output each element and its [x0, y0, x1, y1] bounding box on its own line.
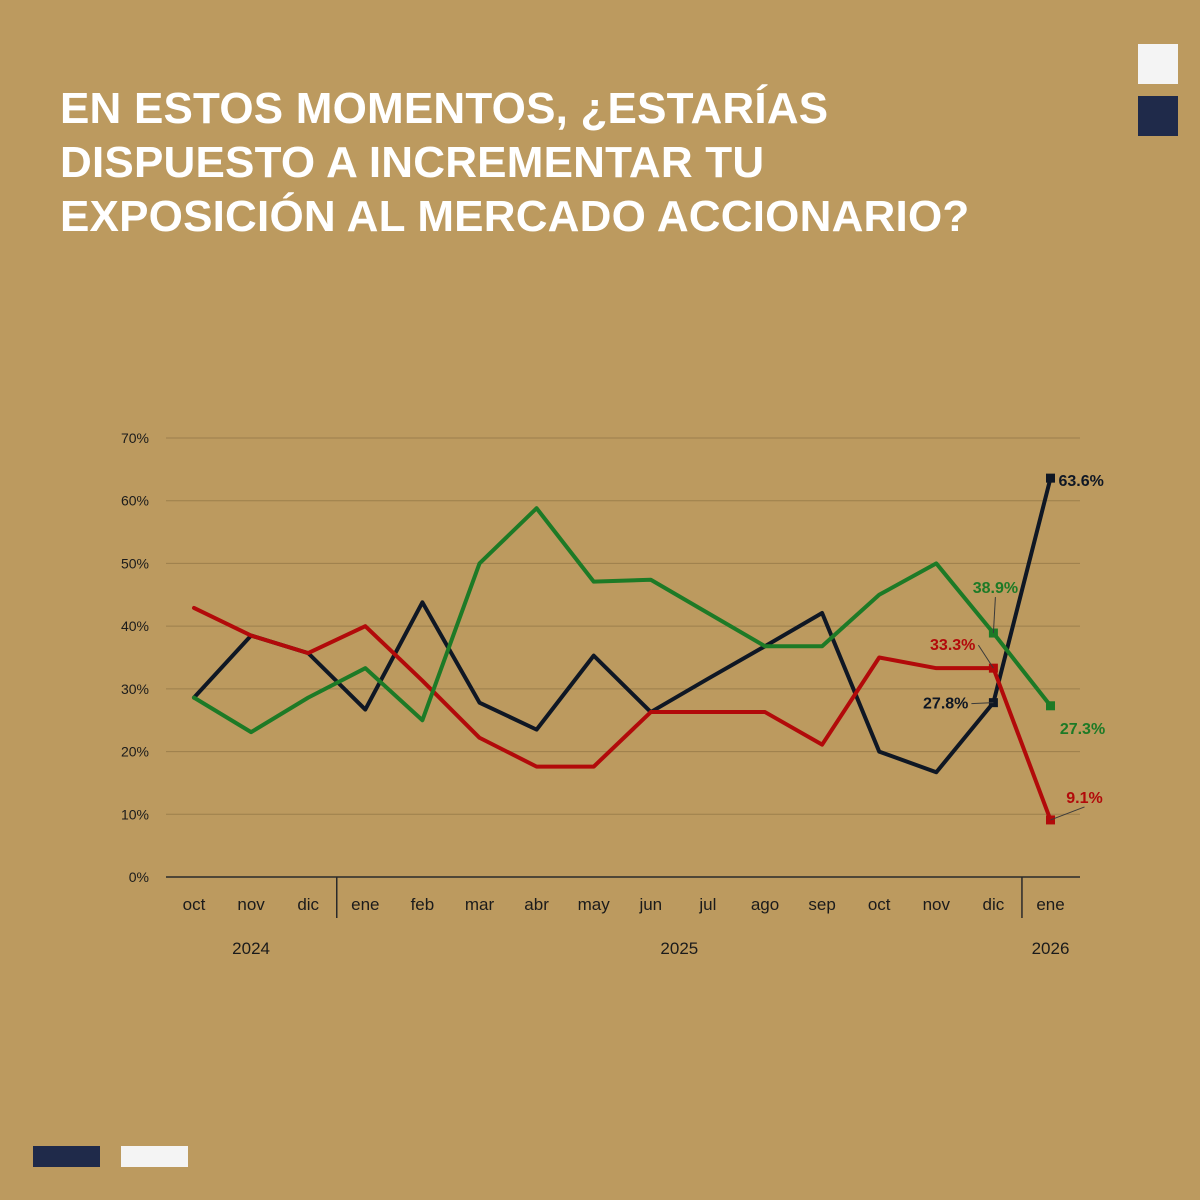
data-label-black: 27.8% — [923, 696, 968, 713]
data-marker-black — [1046, 473, 1055, 483]
leader-line-red — [977, 644, 994, 669]
y-tick-label: 30% — [121, 681, 149, 697]
x-tick-label: dic — [297, 895, 319, 914]
y-tick-label: 70% — [121, 430, 149, 446]
data-label-green: 27.3% — [1060, 721, 1105, 738]
year-label: 2024 — [232, 939, 270, 958]
y-tick-label: 50% — [121, 555, 149, 571]
decor-bar-white — [121, 1146, 188, 1167]
data-label-black: 63.6% — [1059, 473, 1104, 490]
y-tick-label: 40% — [121, 618, 149, 634]
series-line-green — [192, 506, 1053, 735]
x-tick-label: jul — [698, 895, 716, 914]
year-label: 2026 — [1032, 939, 1070, 958]
x-tick-label: mar — [465, 895, 495, 914]
decor-square-navy — [1138, 96, 1178, 136]
x-tick-label: ene — [1036, 895, 1064, 914]
series-line-black — [192, 476, 1053, 775]
x-tick-label: feb — [411, 895, 435, 914]
decor-square-white — [1138, 44, 1178, 84]
title-line-3: EXPOSICIÓN AL MERCADO ACCIONARIO? — [60, 192, 970, 241]
decor-bar-navy — [33, 1146, 100, 1167]
year-label: 2025 — [660, 939, 698, 958]
x-tick-label: nov — [237, 895, 265, 914]
x-tick-label: ago — [751, 895, 779, 914]
x-tick-label: may — [578, 895, 611, 914]
y-tick-label: 60% — [121, 493, 149, 509]
title-line-2: DISPUESTO A INCREMENTAR TU — [60, 138, 765, 187]
x-tick-label: jun — [638, 895, 662, 914]
title-line-1: EN ESTOS MOMENTOS, ¿ESTARÍAS — [60, 84, 829, 133]
data-marker-green — [1046, 701, 1055, 711]
x-tick-label: ene — [351, 895, 379, 914]
series-layer — [192, 473, 1055, 825]
x-tick-label: nov — [923, 895, 951, 914]
y-tick-label: 10% — [121, 806, 149, 822]
page-title: EN ESTOS MOMENTOS, ¿ESTARÍAS DISPUESTO A… — [60, 82, 1060, 244]
axis-layer: 0% 10% 20% 30% 40% 50% 60% 70% oct nov dic ene feb ma… — [121, 430, 1080, 958]
leader-line-black — [971, 702, 994, 705]
x-tick-label: oct — [868, 895, 891, 914]
series-line-red — [192, 605, 1053, 822]
data-label-red: 33.3% — [930, 637, 975, 654]
x-tick-label: dic — [983, 895, 1005, 914]
grid-layer — [166, 437, 1080, 815]
y-tick-label: 0% — [129, 869, 149, 885]
label-layer: 27.8% 63.6% 38.9% 27.3% 33.3% 9.1% — [923, 473, 1105, 821]
y-tick-label: 20% — [121, 744, 149, 760]
x-tick-label: abr — [524, 895, 549, 914]
leader-line-green — [992, 597, 996, 634]
leader-line-red — [1050, 806, 1085, 821]
data-label-red: 9.1% — [1066, 790, 1102, 807]
data-label-green: 38.9% — [973, 580, 1018, 597]
x-tick-label: sep — [808, 895, 835, 914]
x-tick-label: oct — [183, 895, 206, 914]
